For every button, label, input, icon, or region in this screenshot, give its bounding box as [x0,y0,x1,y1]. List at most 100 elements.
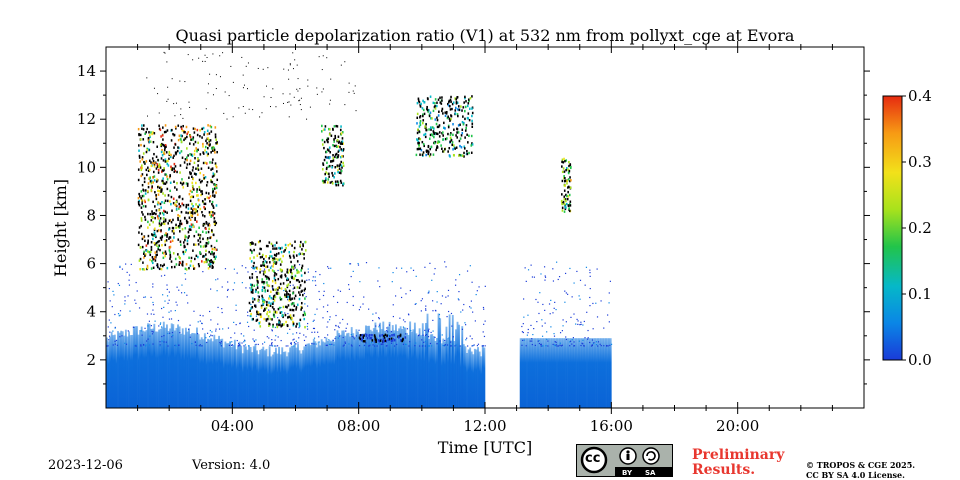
boundary-layer-column [339,334,342,408]
cloud-pixel [155,197,158,201]
noise-speckle [231,344,233,346]
cloud-pixel [140,206,143,209]
noise-dot [292,52,294,54]
cloud-pixel [206,238,209,241]
noise-speckle [555,308,557,311]
cloud-pixel [151,255,154,259]
noise-speckle [124,303,126,305]
noise-speckle [209,336,211,338]
noise-speckle [293,345,295,347]
noise-speckle [438,318,441,320]
noise-speckle [247,315,249,317]
boundary-layer-column [194,333,197,408]
cloud-pixel [212,187,214,191]
noise-speckle [335,325,337,327]
cloud-pixel [205,241,208,245]
cloud-pixel [177,238,180,241]
cloud-pixel [142,213,144,216]
cloud-pixel [189,189,192,193]
noise-speckle [550,326,552,328]
boundary-layer-column [600,338,603,408]
cloud-pixel [342,142,344,145]
cloud-pixel [262,280,265,284]
cloud-pixel [261,294,263,298]
noise-speckle [525,280,527,282]
cloud-pixel [464,105,467,109]
noise-speckle [590,345,593,347]
cloud-pixel [144,200,147,204]
cloud-pixel [328,133,331,136]
noise-speckle [549,313,551,315]
noise-speckle [279,287,281,289]
cloud-pixel [146,149,148,152]
boundary-layer-column [537,338,539,408]
boundary-layer-column [606,338,609,408]
cloud-pixel [155,253,158,257]
noise-speckle [274,339,276,341]
cloud-pixel [419,147,422,150]
cloud-pixel [446,116,449,120]
cloud-pixel [341,137,344,140]
cloud-pixel [471,114,473,118]
noise-speckle [427,336,430,338]
boundary-layer-column [350,327,353,408]
cloud-pixel [470,151,473,154]
noise-speckle [117,282,119,285]
boundary-layer-column [393,330,396,408]
noise-speckle [404,333,407,335]
noise-dot [289,63,291,65]
noise-speckle [544,322,546,324]
cloud-pixel [279,298,282,301]
cloud-pixel [271,285,274,288]
cloud-pixel [274,311,277,314]
noise-speckle [483,308,485,310]
noise-speckle [596,316,599,318]
cloud-pixel [419,119,422,123]
cloud-pixel [397,336,400,339]
cloud-pixel [455,134,457,137]
boundary-layer-column [107,341,110,408]
cloud-pixel [285,246,287,250]
preliminary-line-2: Results. [692,462,756,478]
cloud-pixel [298,291,300,294]
noise-speckle [527,328,529,331]
noise-speckle [316,308,318,310]
cloud-pixel [293,297,296,300]
cloud-pixel [163,220,165,223]
cloud-pixel [303,253,305,256]
boundary-layer-column [417,335,419,408]
cloud-pixel [570,179,572,182]
cloud-pixel [157,246,160,249]
cloud-pixel [163,182,165,185]
cloud-pixel [441,99,443,102]
noise-speckle [315,343,317,345]
cloud-pixel [148,140,151,143]
cloud-pixel [152,140,155,144]
cloud-pixel [266,289,269,292]
cloud-pixel [279,247,282,250]
noise-speckle [450,345,452,347]
cloud-pixel [184,267,187,270]
noise-speckle [160,322,162,324]
cloud-pixel [184,250,187,253]
cloud-pixel [147,212,149,216]
cloud-pixel [471,111,474,115]
cloud-pixel [299,240,302,244]
noise-speckle [206,341,208,344]
noise-speckle [275,345,277,347]
cloud-pixel [161,264,164,268]
cloud-pixel [457,131,460,134]
cloud-pixel [302,244,304,248]
cloud-pixel [457,124,460,127]
boundary-layer-column [303,346,306,408]
cloud-pixel [202,254,205,258]
cloud-pixel [169,174,171,177]
noise-dot [204,54,206,56]
boundary-layer-column [475,349,478,408]
cloud-pixel [215,239,218,243]
cloud-pixel [268,269,270,272]
cloud-pixel [193,243,195,246]
noise-speckle [358,329,360,331]
noise-speckle [328,343,330,345]
cloud-pixel [140,232,143,236]
